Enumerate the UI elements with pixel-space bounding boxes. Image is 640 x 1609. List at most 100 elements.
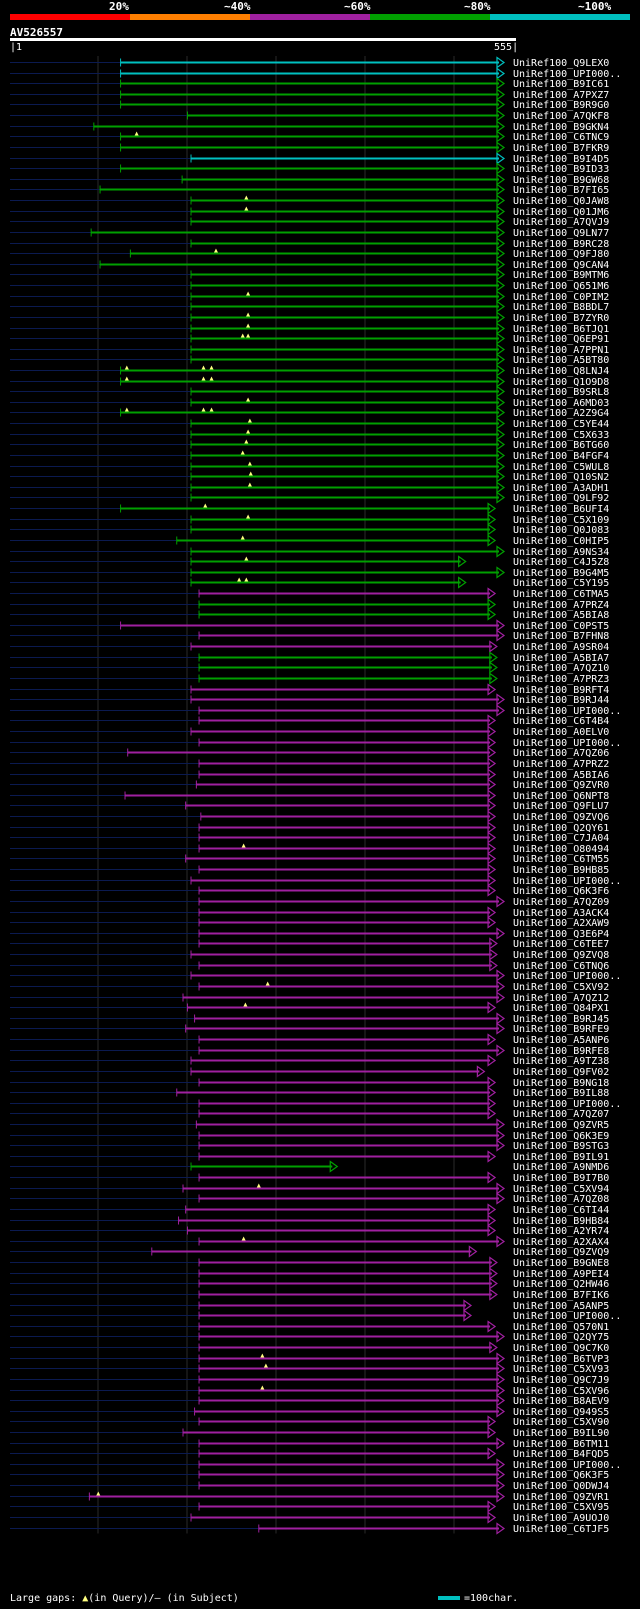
hit-label[interactable]: UniRef100_A7PRZ4 [513, 600, 609, 611]
hit-label[interactable]: UniRef100_A7QZ09 [513, 897, 609, 908]
hit-label[interactable]: UniRef100_C5XV93 [513, 1364, 609, 1375]
hit-label[interactable]: UniRef100_Q9ZVQ8 [513, 950, 609, 961]
hit-label[interactable]: UniRef100_B9SRL8 [513, 387, 609, 398]
hit-label[interactable]: UniRef100_B7FIK6 [513, 1290, 609, 1301]
hit-label[interactable]: UniRef100_C5XV94 [513, 1184, 609, 1195]
hit-label[interactable]: UniRef100_Q6K3F5 [513, 1470, 609, 1481]
hit-label[interactable]: UniRef100_B9RJ45 [513, 1014, 609, 1025]
hit-label[interactable]: UniRef100_B7FI65 [513, 185, 609, 196]
hit-label[interactable]: UniRef100_B4FQD5 [513, 1449, 609, 1460]
hit-label[interactable]: UniRef100_B9GNE8 [513, 1258, 609, 1269]
hit-label[interactable]: UniRef100_Q6K3E9 [513, 1131, 609, 1142]
hit-label[interactable]: UniRef100_Q9LN77 [513, 228, 609, 239]
hit-label[interactable]: UniRef100_C5X109 [513, 515, 609, 526]
hit-label[interactable]: UniRef100_Q9FLU7 [513, 801, 609, 812]
hit-label[interactable]: UniRef100_Q9LF92 [513, 493, 609, 504]
hit-label[interactable]: UniRef100_B9IL88 [513, 1088, 609, 1099]
hit-label[interactable]: UniRef100_B9RC28 [513, 239, 609, 250]
hit-label[interactable]: UniRef100_A9TZ38 [513, 1056, 609, 1067]
hit-label[interactable]: UniRef100_B6TJQ1 [513, 324, 609, 335]
hit-label[interactable]: UniRef100_A3ACK4 [513, 908, 609, 919]
hit-label[interactable]: UniRef100_UPI000.. [513, 971, 621, 982]
hit-label[interactable]: UniRef100_Q9FV02 [513, 1067, 609, 1078]
hit-label[interactable]: UniRef100_Q6NPT8 [513, 791, 609, 802]
hit-label[interactable]: UniRef100_C5XV96 [513, 1386, 609, 1397]
hit-label[interactable]: UniRef100_Q9ZVQ6 [513, 812, 609, 823]
hit-label[interactable]: UniRef100_A2Z9G4 [513, 408, 609, 419]
hit-label[interactable]: UniRef100_Q9C7J9 [513, 1375, 609, 1386]
hit-label[interactable]: UniRef100_B9IL91 [513, 1152, 609, 1163]
hit-label[interactable]: UniRef100_Q84PX1 [513, 1003, 609, 1014]
hit-label[interactable]: UniRef100_B9MTM6 [513, 270, 609, 281]
hit-label[interactable]: UniRef100_A5ANP5 [513, 1301, 609, 1312]
hit-label[interactable]: UniRef100_A7QZ06 [513, 748, 609, 759]
hit-label[interactable]: UniRef100_B4FGF4 [513, 451, 609, 462]
hit-label[interactable]: UniRef100_Q9ZVQ9 [513, 1247, 609, 1258]
hit-label[interactable]: UniRef100_B9I4D5 [513, 154, 609, 165]
hit-label[interactable]: UniRef100_A7PXZ7 [513, 90, 609, 101]
hit-label[interactable]: UniRef100_B9RFT4 [513, 685, 609, 696]
hit-label[interactable]: UniRef100_A6MD03 [513, 398, 609, 409]
hit-label[interactable]: UniRef100_UPI000.. [513, 1099, 621, 1110]
hit-label[interactable]: UniRef100_A7PPN1 [513, 345, 609, 356]
hit-label[interactable]: UniRef100_Q9C7K0 [513, 1343, 609, 1354]
hit-label[interactable]: UniRef100_B9RJ44 [513, 695, 609, 706]
hit-label[interactable]: UniRef100_C6TNC9 [513, 132, 609, 143]
hit-label[interactable]: UniRef100_B9GW68 [513, 175, 609, 186]
hit-label[interactable]: UniRef100_Q3E6P4 [513, 929, 609, 940]
hit-label[interactable]: UniRef100_A7PRZ3 [513, 674, 609, 685]
hit-label[interactable]: UniRef100_C4J5Z8 [513, 557, 609, 568]
hit-label[interactable]: UniRef100_A5BT80 [513, 355, 609, 366]
hit-label[interactable]: UniRef100_B9HB84 [513, 1216, 609, 1227]
hit-label[interactable]: UniRef100_Q10SN2 [513, 472, 609, 483]
hit-label[interactable]: UniRef100_A9NS34 [513, 547, 609, 558]
hit-label[interactable]: UniRef100_Q9ZVR0 [513, 780, 609, 791]
hit-label[interactable]: UniRef100_C6TI44 [513, 1205, 609, 1216]
hit-label[interactable]: UniRef100_Q0DWJ4 [513, 1481, 609, 1492]
hit-label[interactable]: UniRef100_Q1O9D8 [513, 377, 609, 388]
hit-label[interactable]: UniRef100_C6TMA5 [513, 589, 609, 600]
hit-label[interactable]: UniRef100_Q0J083 [513, 525, 609, 536]
hit-label[interactable]: UniRef100_C6TM55 [513, 854, 609, 865]
hit-label[interactable]: UniRef100_Q9ZVR5 [513, 1120, 609, 1131]
hit-label[interactable]: UniRef100_B9G4M5 [513, 568, 609, 579]
hit-label[interactable]: UniRef100_C6TEE7 [513, 939, 609, 950]
hit-label[interactable]: UniRef100_C6TJF5 [513, 1524, 609, 1535]
hit-label[interactable]: UniRef100_Q2QY75 [513, 1332, 609, 1343]
hit-label[interactable]: UniRef100_B9IL90 [513, 1428, 609, 1439]
hit-label[interactable]: UniRef100_B8AEV9 [513, 1396, 609, 1407]
hit-label[interactable]: UniRef100_B6TG60 [513, 440, 609, 451]
hit-label[interactable]: UniRef100_C5XV90 [513, 1417, 609, 1428]
hit-label[interactable]: UniRef100_A9NMD6 [513, 1162, 609, 1173]
hit-label[interactable]: UniRef100_UPI000.. [513, 706, 621, 717]
hit-label[interactable]: UniRef100_B7FKR9 [513, 143, 609, 154]
hit-label[interactable]: UniRef100_Q6K3F6 [513, 886, 609, 897]
hit-label[interactable]: UniRef100_B9R9G0 [513, 100, 609, 111]
hit-label[interactable]: UniRef100_B9HB85 [513, 865, 609, 876]
hit-label[interactable]: UniRef100_A7QZ07 [513, 1109, 609, 1120]
hit-label[interactable]: UniRef100_A2XAW9 [513, 918, 609, 929]
hit-label[interactable]: UniRef100_B9RFE9 [513, 1024, 609, 1035]
hit-label[interactable]: UniRef100_Q2QY61 [513, 823, 609, 834]
hit-label[interactable]: UniRef100_A7QZ08 [513, 1194, 609, 1205]
hit-label[interactable]: UniRef100_A7QZ12 [513, 993, 609, 1004]
hit-label[interactable]: UniRef100_Q9LEX0 [513, 58, 609, 69]
hit-label[interactable]: UniRef100_C5WUL8 [513, 462, 609, 473]
hit-label[interactable]: UniRef100_B7ZYR0 [513, 313, 609, 324]
hit-label[interactable]: UniRef100_A7QVJ9 [513, 217, 609, 228]
hit-label[interactable]: UniRef100_C5Y195 [513, 578, 609, 589]
hit-label[interactable]: UniRef100_UPI000.. [513, 1311, 621, 1322]
hit-label[interactable]: UniRef100_Q6EP91 [513, 334, 609, 345]
hit-label[interactable]: UniRef100_B9STG3 [513, 1141, 609, 1152]
hit-label[interactable]: UniRef100_A2XAX4 [513, 1237, 609, 1248]
hit-label[interactable]: UniRef100_C5XV92 [513, 982, 609, 993]
hit-label[interactable]: UniRef100_B9ID33 [513, 164, 609, 175]
hit-label[interactable]: UniRef100_A9UOJ0 [513, 1513, 609, 1524]
hit-label[interactable]: UniRef100_UPI000.. [513, 1460, 621, 1471]
hit-label[interactable]: UniRef100_C5YE44 [513, 419, 609, 430]
hit-label[interactable]: UniRef100_B6TM11 [513, 1439, 609, 1450]
hit-label[interactable]: UniRef100_Q2HW46 [513, 1279, 609, 1290]
hit-label[interactable]: UniRef100_B9I7B0 [513, 1173, 609, 1184]
hit-label[interactable]: UniRef100_Q9FJ80 [513, 249, 609, 260]
hit-label[interactable]: UniRef100_C0HIP5 [513, 536, 609, 547]
